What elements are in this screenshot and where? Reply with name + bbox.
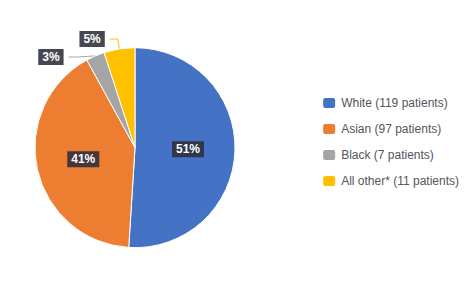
svg-text:Black (7 patients): Black (7 patients) bbox=[341, 148, 434, 162]
svg-text:3%: 3% bbox=[42, 50, 60, 64]
svg-text:51%: 51% bbox=[176, 142, 200, 156]
svg-text:All other* (11 patients): All other* (11 patients) bbox=[341, 174, 459, 188]
svg-text:White (119 patients): White (119 patients) bbox=[341, 96, 448, 110]
svg-text:41%: 41% bbox=[71, 152, 95, 166]
svg-text:5%: 5% bbox=[83, 32, 101, 46]
svg-text:Asian (97 patients): Asian (97 patients) bbox=[341, 122, 441, 136]
